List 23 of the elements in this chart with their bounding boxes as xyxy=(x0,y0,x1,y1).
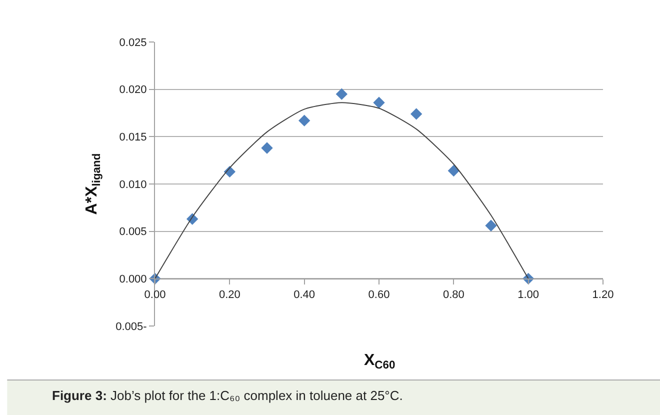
x-axis-title: X$_{C60}$ xyxy=(364,352,396,372)
x-tick-label: 1.20 xyxy=(592,288,614,301)
point xyxy=(373,96,385,108)
x-tick-label: 0.00 xyxy=(144,288,166,301)
point xyxy=(298,114,310,126)
point xyxy=(261,142,273,154)
point xyxy=(448,164,460,177)
y-tick-label: 0.010 xyxy=(119,178,147,191)
x-tick-label: 0.20 xyxy=(218,288,240,301)
y-tick-label: 0.005- xyxy=(116,320,148,333)
caption: Figure 3: Job’s plot for the 1:C₆₀ complex in toluene at 25°C. xyxy=(52,388,403,403)
x-tick-label: 1.00 xyxy=(518,288,540,301)
x-tick-label: 0.80 xyxy=(442,288,464,301)
point xyxy=(485,220,497,232)
point xyxy=(336,88,348,100)
y-tick-label: 0.000 xyxy=(119,274,147,286)
y-tick-label: 0.005 xyxy=(119,226,147,238)
y-tick-label: 0.015 xyxy=(119,132,147,144)
point xyxy=(410,108,422,120)
x-tick-label: 0.40 xyxy=(294,288,316,301)
x-tick-label: 0.60 xyxy=(368,288,390,301)
y-tick-label: 0.020 xyxy=(119,84,147,96)
y-tick-label: 0.025 xyxy=(119,36,147,49)
